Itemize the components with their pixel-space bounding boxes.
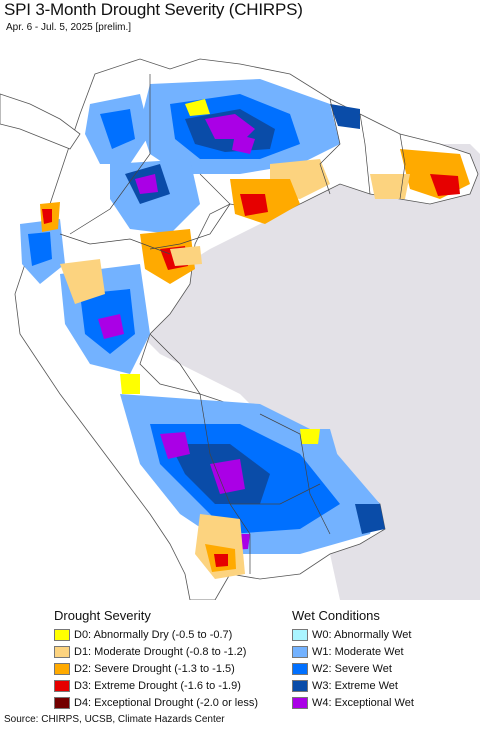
source-credit: Source: CHIRPS, UCSB, Climate Hazards Ce… [4,714,225,725]
legend-item-d3: D3: Extreme Drought (-1.6 to -1.9) [54,677,258,694]
legend-label-w0: W0: Abnormally Wet [312,628,412,641]
central-america [0,93,81,150]
country-borders [59,74,406,574]
swatch-d2 [54,662,70,675]
swatch-w4 [292,696,308,709]
legend-item-d4: D4: Exceptional Drought (-2.0 or less) [54,694,258,711]
drought-legend-heading: Drought Severity [54,608,151,623]
swatch-w3 [292,679,308,692]
legend-label-d1: D1: Moderate Drought (-0.8 to -1.2) [74,645,247,658]
legend-label-d0: D0: Abnormally Dry (-0.5 to -0.7) [74,628,233,641]
legend-item-d0: D0: Abnormally Dry (-0.5 to -0.7) [54,626,258,643]
legend-item-w0: W0: Abnormally Wet [292,626,414,643]
legend-item-d1: D1: Moderate Drought (-0.8 to -1.2) [54,643,258,660]
legend-label-w3: W3: Extreme Wet [312,679,398,692]
legend-label-d4: D4: Exceptional Drought (-2.0 or less) [74,696,259,709]
wet-legend: Wet Conditions W0: Abnormally Wet W1: Mo… [292,608,414,711]
legend-label-w1: W1: Moderate Wet [312,645,404,658]
swatch-w2 [292,662,308,675]
map-title: SPI 3-Month Drought Severity (CHIRPS) [4,0,303,19]
drought-map [0,58,480,600]
swatch-d1 [54,645,70,658]
legend-item-w1: W1: Moderate Wet [292,643,414,660]
swatch-d0 [54,628,70,641]
legend-label-w4: W4: Exceptional Wet [312,696,414,709]
legend-item-w4: W4: Exceptional Wet [292,694,414,711]
drought-legend: Drought Severity D0: Abnormally Dry (-0.… [54,608,258,711]
wet-legend-heading: Wet Conditions [292,608,380,623]
swatch-w1 [292,645,308,658]
legend-item-w3: W3: Extreme Wet [292,677,414,694]
swatch-d4 [54,696,70,709]
legend-item-d2: D2: Severe Drought (-1.3 to -1.5) [54,660,258,677]
legend-item-w2: W2: Severe Wet [292,660,414,677]
swatch-w0 [292,628,308,641]
swatch-d3 [54,679,70,692]
legend-label-d2: D2: Severe Drought (-1.3 to -1.5) [74,662,235,675]
map-subtitle: Apr. 6 - Jul. 5, 2025 [prelim.] [6,22,132,33]
legend-label-d3: D3: Extreme Drought (-1.6 to -1.9) [74,679,241,692]
drought-areas [40,99,470,579]
non-analysis-area [140,134,480,600]
legend-label-w2: W2: Severe Wet [312,662,392,675]
